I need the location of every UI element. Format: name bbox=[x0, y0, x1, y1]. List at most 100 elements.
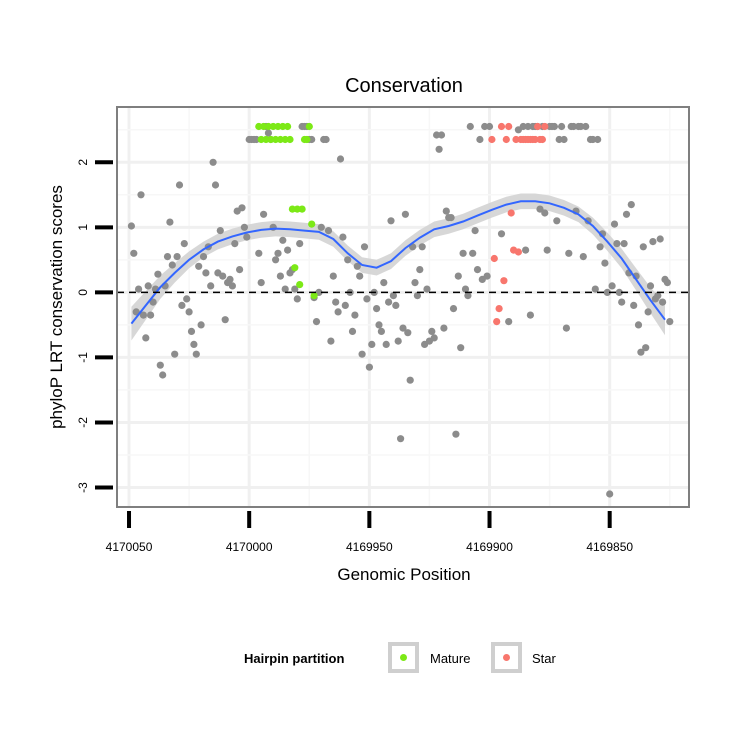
data-point bbox=[493, 318, 501, 326]
data-point bbox=[634, 321, 643, 329]
data-point bbox=[334, 308, 342, 316]
data-point bbox=[449, 305, 458, 313]
data-point bbox=[238, 204, 246, 212]
data-point bbox=[373, 305, 381, 313]
data-point bbox=[257, 279, 265, 287]
data-point bbox=[541, 122, 549, 131]
data-point bbox=[284, 122, 292, 131]
plot-border bbox=[116, 106, 690, 508]
data-point bbox=[291, 285, 299, 293]
data-point bbox=[601, 259, 609, 267]
data-point bbox=[538, 135, 547, 144]
data-point bbox=[618, 298, 626, 306]
data-point bbox=[565, 249, 573, 257]
data-point bbox=[382, 340, 390, 348]
data-point bbox=[644, 308, 652, 316]
data-point bbox=[416, 266, 424, 274]
data-point bbox=[264, 129, 272, 137]
data-point bbox=[534, 122, 542, 131]
legend-marker-mature bbox=[400, 654, 407, 661]
data-point bbox=[171, 350, 179, 358]
data-point bbox=[279, 236, 287, 244]
data-point bbox=[440, 324, 448, 332]
data-point bbox=[228, 282, 236, 290]
data-point bbox=[543, 246, 551, 254]
data-point bbox=[385, 298, 393, 306]
data-point bbox=[404, 329, 412, 337]
data-point bbox=[178, 301, 186, 309]
data-point bbox=[341, 301, 349, 309]
data-point bbox=[507, 209, 515, 217]
plot-panel bbox=[117, 107, 689, 507]
data-point bbox=[298, 205, 306, 213]
data-point bbox=[317, 223, 325, 231]
legend-marker-star bbox=[503, 654, 510, 661]
data-point bbox=[639, 243, 647, 251]
x-tick-label: 4169950 bbox=[346, 540, 393, 554]
data-point bbox=[195, 262, 203, 270]
data-point bbox=[377, 327, 385, 335]
data-point bbox=[332, 298, 340, 306]
data-point bbox=[654, 292, 662, 300]
data-point bbox=[483, 272, 491, 280]
data-point bbox=[418, 243, 426, 251]
y-tick-label: 2 bbox=[76, 159, 90, 166]
data-point bbox=[187, 327, 196, 335]
data-point bbox=[276, 272, 284, 280]
data-point bbox=[312, 318, 321, 326]
data-point bbox=[356, 272, 364, 280]
data-point bbox=[399, 324, 407, 332]
data-point bbox=[659, 298, 667, 306]
data-point bbox=[473, 266, 482, 274]
y-tick-label: -1 bbox=[76, 352, 90, 363]
data-point bbox=[147, 311, 155, 319]
data-point bbox=[397, 435, 405, 443]
data-point bbox=[324, 227, 333, 235]
data-point bbox=[166, 218, 174, 226]
x-tick-label: 4170000 bbox=[226, 540, 273, 554]
data-point bbox=[606, 490, 614, 498]
data-point bbox=[231, 240, 239, 248]
data-point bbox=[471, 227, 479, 235]
data-point bbox=[435, 145, 443, 153]
data-point bbox=[260, 210, 268, 218]
data-point bbox=[591, 285, 599, 293]
data-point bbox=[211, 181, 220, 189]
data-point bbox=[305, 122, 313, 131]
data-point bbox=[387, 217, 395, 225]
data-point bbox=[310, 292, 318, 300]
data-point bbox=[447, 214, 455, 222]
data-point bbox=[144, 282, 152, 290]
data-point bbox=[630, 301, 638, 309]
data-point bbox=[175, 181, 184, 189]
data-point bbox=[582, 122, 590, 131]
data-point bbox=[423, 285, 431, 293]
data-point bbox=[615, 288, 623, 296]
data-point bbox=[139, 311, 147, 319]
data-point bbox=[452, 430, 460, 438]
data-point bbox=[336, 155, 345, 163]
legend-key-star bbox=[491, 642, 522, 673]
data-point bbox=[243, 233, 251, 241]
data-point bbox=[284, 246, 292, 254]
smooth-trend bbox=[130, 200, 666, 325]
data-point bbox=[159, 371, 167, 379]
data-point bbox=[649, 238, 657, 246]
data-point bbox=[339, 233, 347, 241]
data-point bbox=[461, 285, 470, 293]
data-point bbox=[428, 327, 436, 335]
data-point bbox=[613, 240, 621, 248]
data-point bbox=[558, 122, 566, 131]
data-point bbox=[286, 135, 294, 144]
data-point bbox=[360, 243, 369, 251]
data-point bbox=[627, 201, 635, 209]
y-tick-label: -2 bbox=[76, 417, 90, 428]
chart-title: Conservation bbox=[345, 75, 463, 97]
data-point bbox=[442, 207, 450, 215]
data-point bbox=[219, 272, 227, 280]
data-point bbox=[497, 122, 506, 131]
legend-label-mature: Mature bbox=[430, 651, 470, 666]
data-point bbox=[180, 240, 188, 248]
data-point bbox=[500, 277, 508, 285]
data-point bbox=[485, 122, 494, 131]
